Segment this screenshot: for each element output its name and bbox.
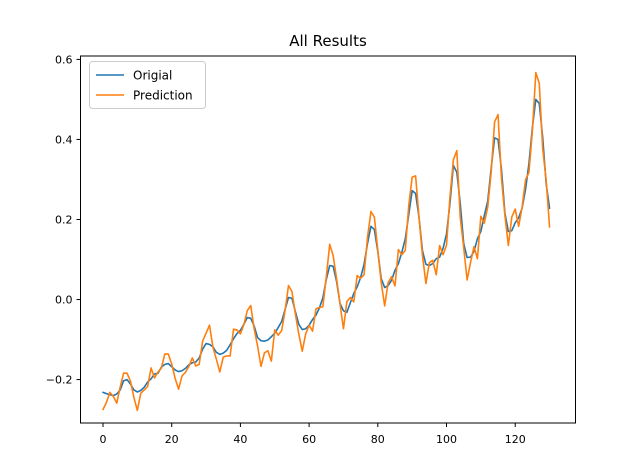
y-tick-label: 0.6	[55, 53, 73, 66]
series-line-origial	[102, 98, 551, 397]
legend-label-origial: Origial	[133, 69, 172, 83]
y-tick-label: −0.2	[46, 374, 73, 387]
x-tick-label: 0	[100, 433, 107, 446]
x-tick-label: 80	[371, 433, 385, 446]
series-line-prediction	[102, 71, 551, 412]
y-axis: −0.2 0.0 0.2 0.4 0.6	[46, 53, 81, 387]
chart-title: All Results	[289, 32, 367, 50]
legend: Origial Prediction	[89, 61, 206, 109]
x-axis: 0 20 40 60 80 100 120	[100, 423, 526, 446]
plot-series	[102, 71, 551, 412]
y-tick-label: 0.2	[55, 213, 73, 226]
y-tick-label: 0.4	[55, 133, 73, 146]
x-tick-label: 40	[233, 433, 247, 446]
legend-label-prediction: Prediction	[133, 89, 193, 103]
y-tick-label: 0.0	[55, 294, 73, 307]
x-tick-label: 100	[436, 433, 457, 446]
x-tick-label: 20	[165, 433, 179, 446]
x-tick-label: 60	[302, 433, 316, 446]
x-tick-label: 120	[505, 433, 526, 446]
plot-area-border	[80, 55, 576, 424]
legend-frame	[89, 61, 206, 109]
